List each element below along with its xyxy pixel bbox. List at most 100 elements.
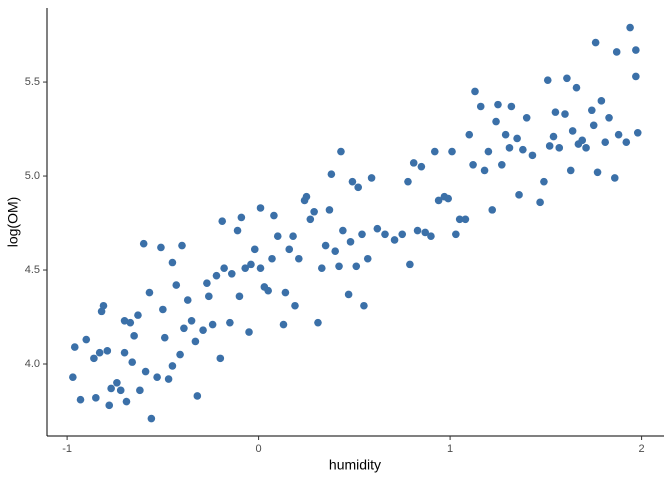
point <box>289 232 297 240</box>
point <box>633 129 642 137</box>
point <box>220 264 228 272</box>
point <box>116 386 125 395</box>
point <box>227 269 236 278</box>
point <box>591 38 600 47</box>
y-tick-label: 4.0 <box>25 358 40 370</box>
point <box>507 102 516 111</box>
y-axis-title: log(OM) <box>5 197 21 248</box>
point <box>302 192 311 201</box>
point <box>398 230 407 239</box>
point <box>147 414 156 423</box>
point <box>582 144 590 152</box>
point <box>331 247 340 256</box>
point <box>484 147 493 156</box>
point <box>455 215 464 224</box>
point <box>95 348 104 357</box>
point <box>417 162 426 171</box>
y-tick-label: 5.0 <box>25 170 40 182</box>
point <box>465 130 474 139</box>
point <box>178 241 186 250</box>
point <box>501 130 510 139</box>
point <box>522 113 531 122</box>
point <box>69 373 77 381</box>
point <box>128 358 137 366</box>
point <box>515 191 523 199</box>
point <box>632 72 640 81</box>
point <box>545 142 554 150</box>
point <box>614 130 623 139</box>
point <box>476 102 485 111</box>
point <box>327 170 336 178</box>
point <box>348 177 357 186</box>
point <box>390 236 399 244</box>
point <box>551 108 560 116</box>
point <box>168 362 177 370</box>
point <box>593 168 602 177</box>
point <box>120 348 129 357</box>
point <box>409 159 418 167</box>
point <box>126 318 135 327</box>
point <box>76 395 85 404</box>
point <box>314 318 322 327</box>
point <box>448 147 456 156</box>
point <box>363 254 372 263</box>
point <box>469 160 477 169</box>
point <box>427 232 435 240</box>
point <box>513 134 521 143</box>
point <box>285 245 294 254</box>
point <box>310 207 318 216</box>
point <box>212 271 221 280</box>
point <box>153 373 161 381</box>
point <box>561 110 569 118</box>
point <box>168 258 177 267</box>
point <box>139 239 148 248</box>
point <box>218 217 227 225</box>
point <box>555 144 564 152</box>
point <box>233 226 242 235</box>
point <box>159 305 167 314</box>
point <box>572 83 581 92</box>
point <box>281 288 290 297</box>
point <box>82 335 91 344</box>
point <box>107 384 115 393</box>
x-tick-label: 0 <box>256 443 262 455</box>
point <box>180 324 188 333</box>
point <box>601 138 610 147</box>
point <box>373 224 382 233</box>
point <box>160 333 169 342</box>
point <box>250 245 259 254</box>
point <box>492 117 500 126</box>
point <box>264 286 272 295</box>
point <box>120 316 129 325</box>
point <box>568 127 577 135</box>
point <box>358 230 366 239</box>
point <box>187 316 196 325</box>
point <box>452 230 460 239</box>
point <box>164 375 173 383</box>
point <box>498 160 506 169</box>
point <box>563 74 571 83</box>
point <box>247 260 255 269</box>
point <box>494 100 502 109</box>
point <box>191 337 200 346</box>
point <box>103 347 112 355</box>
point <box>208 320 217 329</box>
point <box>360 301 368 310</box>
point <box>105 401 114 410</box>
point <box>444 194 452 203</box>
point <box>226 318 234 327</box>
point <box>605 113 613 122</box>
point <box>130 332 138 340</box>
point <box>626 23 634 32</box>
point <box>337 147 345 156</box>
point <box>434 196 443 205</box>
point <box>406 260 414 269</box>
point <box>367 174 376 182</box>
point <box>612 48 621 56</box>
point <box>134 311 142 319</box>
point <box>199 326 207 334</box>
point <box>430 147 439 156</box>
x-tick-label: 2 <box>639 443 645 455</box>
point <box>203 279 211 287</box>
